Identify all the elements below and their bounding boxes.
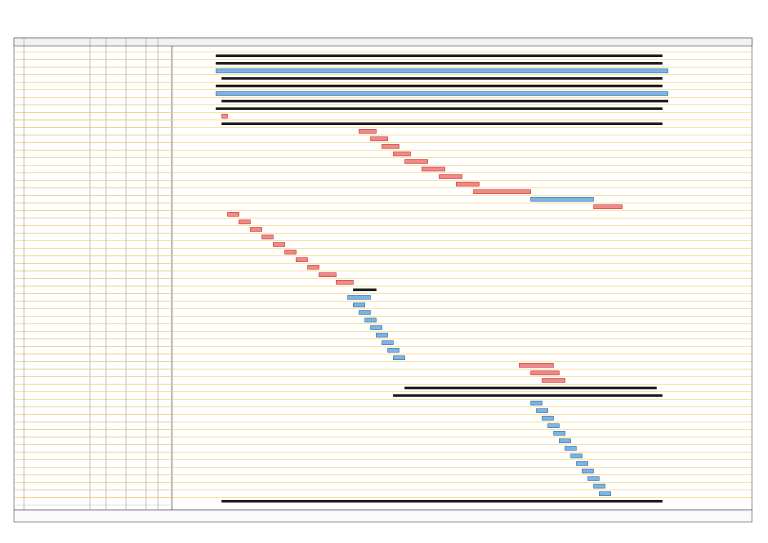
task-bar	[358, 310, 371, 315]
task-bar	[272, 242, 285, 247]
task-bar	[227, 212, 240, 217]
task-table	[13, 37, 173, 511]
task-bar	[393, 394, 663, 397]
task-bar	[358, 129, 377, 134]
task-bar	[518, 363, 554, 368]
task-bar	[541, 378, 566, 383]
task-bar	[581, 468, 594, 474]
task-bar	[261, 234, 274, 240]
task-bar	[530, 400, 543, 406]
task-bar	[530, 196, 594, 202]
task-bar	[541, 415, 554, 421]
task-bar	[221, 99, 669, 103]
task-bar	[587, 476, 600, 481]
task-bar	[364, 317, 377, 323]
task-bar	[347, 295, 371, 300]
task-bar	[381, 144, 400, 149]
task-bar	[593, 483, 606, 489]
task-bar	[570, 453, 583, 459]
task-bar	[375, 332, 388, 338]
task-bar	[238, 219, 251, 225]
task-bar	[564, 446, 577, 451]
header-band	[13, 37, 753, 47]
task-bar	[221, 113, 228, 119]
task-bar	[404, 386, 657, 390]
task-bar	[221, 77, 663, 80]
task-bar	[456, 181, 480, 187]
task-bar	[353, 302, 366, 308]
task-bar	[438, 174, 463, 179]
task-bar	[558, 438, 571, 444]
task-bar	[221, 499, 663, 503]
task-bar	[295, 257, 308, 262]
task-bar	[353, 288, 377, 292]
task-bar	[318, 272, 337, 277]
task-bar	[576, 461, 589, 466]
timeline-area	[171, 37, 753, 511]
task-bar	[593, 204, 623, 210]
task-bar	[215, 107, 663, 110]
task-bar	[335, 280, 354, 285]
task-bar	[393, 355, 406, 361]
task-bar	[221, 122, 663, 125]
task-bar	[370, 136, 388, 142]
task-bar	[599, 491, 611, 496]
task-bar	[421, 166, 446, 172]
task-bar	[250, 227, 263, 232]
task-bar	[215, 62, 663, 65]
task-bar	[284, 249, 297, 255]
task-bar	[381, 340, 394, 345]
task-bar	[393, 151, 411, 157]
task-bar	[215, 84, 663, 88]
task-bar	[387, 347, 400, 353]
task-bar	[536, 408, 549, 413]
task-bar	[370, 325, 383, 330]
legend-strip	[13, 509, 753, 523]
task-bar	[530, 370, 560, 376]
task-bar	[404, 159, 428, 164]
task-bar	[215, 91, 669, 96]
task-bar	[553, 431, 566, 436]
task-bar	[215, 68, 669, 74]
task-bar	[307, 264, 320, 270]
task-bar	[215, 54, 663, 58]
task-bar	[473, 189, 531, 194]
task-bar	[547, 423, 560, 428]
